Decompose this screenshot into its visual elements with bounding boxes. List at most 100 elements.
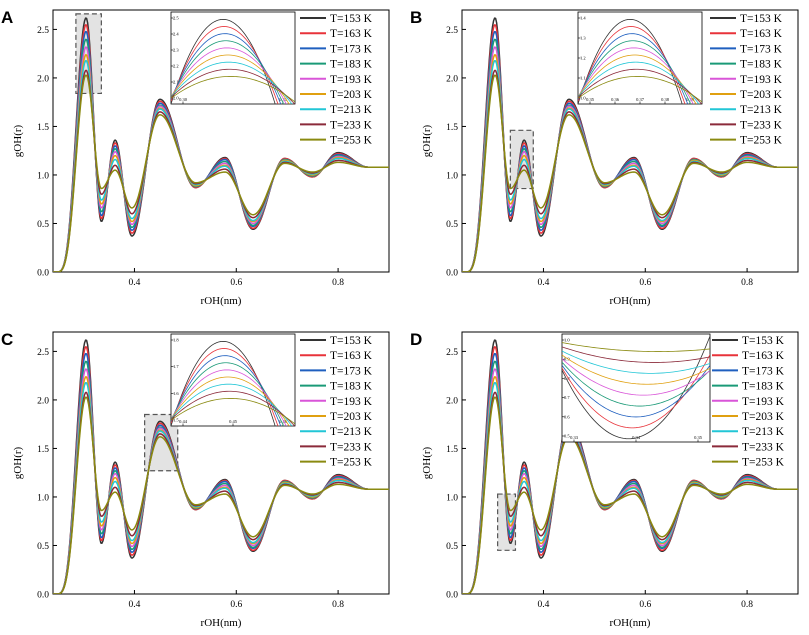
- inset-x-tick-label: 0.38: [661, 97, 670, 102]
- inset-y-tick-label: 1.4: [580, 16, 586, 21]
- legend-entry: T=193 K: [740, 74, 783, 86]
- legend-entry: T=193 K: [330, 74, 373, 86]
- inset-y-tick-label: 1.8: [173, 338, 179, 343]
- y-tick-label: 2.5: [37, 26, 49, 36]
- inset-series-line-7: [171, 383, 293, 426]
- legend-entry: T=213 K: [330, 426, 373, 438]
- plot-frame: [461, 331, 799, 595]
- inset-y-tick-label: 1.7: [173, 364, 179, 369]
- legend-entry: T=253 K: [742, 457, 785, 469]
- inset-series-line-2: [171, 348, 279, 426]
- y-tick-label: 2.0: [446, 396, 458, 406]
- inset-series-group: [578, 18, 702, 104]
- x-axis-label: rOH(nm): [610, 295, 651, 307]
- panel-label: C: [1, 330, 13, 349]
- inset-series-line-6: [171, 376, 290, 426]
- x-tick-label: 0.8: [332, 600, 344, 610]
- inset-y-tick-label: 1.0: [580, 96, 586, 101]
- inset-y-tick-label: 0.9: [564, 357, 570, 362]
- series-line-9: [53, 396, 389, 594]
- y-tick-label: 1.0: [37, 493, 49, 503]
- inset-y-tick-label: 0.5: [564, 434, 570, 439]
- inset-y-tick-label: 2.0: [173, 96, 179, 101]
- legend-entry: T=233 K: [330, 119, 373, 131]
- legend-entry: T=153 K: [330, 13, 373, 25]
- panel-B: B 0.0 0.5 1.0 1.5 2.0 2.5 0.4 0.6 0.8 rOH(nm) gOH(r…: [410, 8, 799, 307]
- x-tick-label: 0.6: [230, 278, 242, 288]
- inset-y-tick-label: 1.5: [173, 418, 179, 423]
- inset-x-tick-label: 0.37: [636, 97, 645, 102]
- y-axis-label: gOH(r): [12, 446, 24, 479]
- y-tick-label: 2.5: [37, 348, 49, 358]
- inset-plot: 0.50.60.70.80.91.00.33 0.34 0.35: [561, 333, 711, 443]
- y-tick-label: 0.0: [446, 591, 458, 601]
- legend-entry: T=213 K: [742, 426, 785, 438]
- inset-series-line-9: [578, 75, 702, 103]
- inset-series-line-6: [578, 54, 697, 104]
- legend-entry: T=253 K: [330, 135, 373, 147]
- inset-series-line-8: [562, 346, 710, 363]
- inset-series-line-1: [578, 18, 683, 104]
- y-tick-label: 0.5: [446, 220, 458, 230]
- inset-y-tick-label: 2.5: [173, 16, 179, 21]
- x-tick-label: 0.8: [332, 278, 344, 288]
- legend-entry: T=183 K: [330, 59, 373, 71]
- inset-series-line-7: [578, 61, 700, 104]
- inset-series-line-3: [171, 355, 282, 426]
- legend: T=153 K T=163 K T=173 K T=183 K T=193 K T=203…: [300, 13, 373, 147]
- y-tick-label: 1.5: [37, 123, 49, 133]
- y-tick-label: 0.5: [37, 220, 49, 230]
- legend-entry: T=233 K: [330, 441, 373, 453]
- inset-series-line-9: [171, 75, 295, 103]
- inset-series-line-1: [171, 18, 276, 104]
- legend-entry: T=183 K: [742, 381, 785, 393]
- y-tick-label: 0.5: [37, 542, 49, 552]
- x-tick-label: 0.8: [741, 278, 753, 288]
- inset-x-tick-label: 0.35: [694, 435, 703, 440]
- series-line-9: [462, 74, 798, 272]
- legend-entry: T=253 K: [330, 457, 373, 469]
- y-tick-label: 2.5: [446, 348, 458, 358]
- inset-series-line-5: [562, 358, 710, 396]
- legend-entry: T=163 K: [330, 28, 373, 40]
- legend-entry: T=163 K: [742, 350, 785, 362]
- inset-x-tick-label: 0.35: [586, 97, 595, 102]
- inset-plot: 1.0 1.1 1.2 1.3 1.4 0.35 0.36 0.37 0.38 0.39: [577, 11, 703, 105]
- inset-series-line-2: [171, 26, 279, 104]
- legend-entry: T=173 K: [330, 43, 373, 55]
- x-tick-label: 0.4: [538, 278, 550, 288]
- inset-x-tick-label: 0.39: [686, 97, 695, 102]
- legend-entry: T=173 K: [330, 365, 373, 377]
- inset-series-group: [171, 18, 295, 104]
- plot-frame: [52, 9, 390, 273]
- inset-series-group: [171, 340, 295, 426]
- inset-y-tick-label: 1.2: [580, 56, 586, 61]
- inset-series-line-7: [562, 350, 710, 374]
- inset-y-tick-label: 1.3: [580, 36, 586, 41]
- inset-frame: [561, 333, 711, 443]
- inset-x-tick-label: 0.30: [179, 97, 188, 102]
- inset-y-tick-label: 2.3: [173, 48, 179, 53]
- legend-entry: T=163 K: [330, 350, 373, 362]
- inset-series-line-8: [171, 68, 295, 104]
- inset-x-tick-label: 0.44: [179, 419, 188, 424]
- y-tick-label: 0.5: [446, 542, 458, 552]
- inset-x-tick-label: 0.45: [229, 419, 238, 424]
- legend: T=153 K T=163 K T=173 K T=183 K T=193 K T=203…: [710, 13, 783, 147]
- legend-entry: T=213 K: [740, 104, 783, 116]
- legend-entry: T=153 K: [742, 335, 785, 347]
- y-tick-label: 1.0: [446, 171, 458, 181]
- panel-label: A: [1, 8, 13, 27]
- y-tick-label: 2.0: [37, 396, 49, 406]
- y-tick-label: 2.0: [446, 74, 458, 84]
- inset-series-line-6: [171, 54, 290, 104]
- y-axis-label: gOH(r): [12, 124, 24, 157]
- series-group: [462, 17, 798, 272]
- inset-y-tick-label: 0.8: [564, 376, 570, 381]
- legend-entry: T=213 K: [330, 104, 373, 116]
- inset-series-line-9: [562, 342, 710, 352]
- panel-C: C 0.0 0.5 1.0 1.5 2.0 2.5 0.4 0.6 0.8 rOH(nm) gOH(r…: [1, 330, 390, 629]
- legend-entry: T=203 K: [742, 411, 785, 423]
- panel-label: D: [410, 330, 422, 349]
